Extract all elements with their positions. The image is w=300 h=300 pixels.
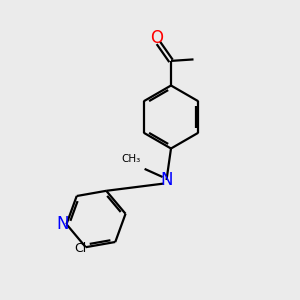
Text: O: O [150, 29, 164, 47]
Text: Cl: Cl [74, 242, 86, 255]
Text: N: N [57, 215, 69, 233]
Text: N: N [160, 171, 173, 189]
Text: CH₃: CH₃ [122, 154, 141, 164]
